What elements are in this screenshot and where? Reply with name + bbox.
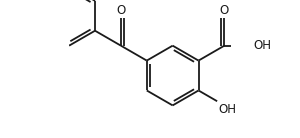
Text: OH: OH: [253, 39, 271, 52]
Text: O: O: [220, 4, 229, 17]
Text: O: O: [116, 4, 125, 17]
Text: OH: OH: [218, 103, 236, 116]
